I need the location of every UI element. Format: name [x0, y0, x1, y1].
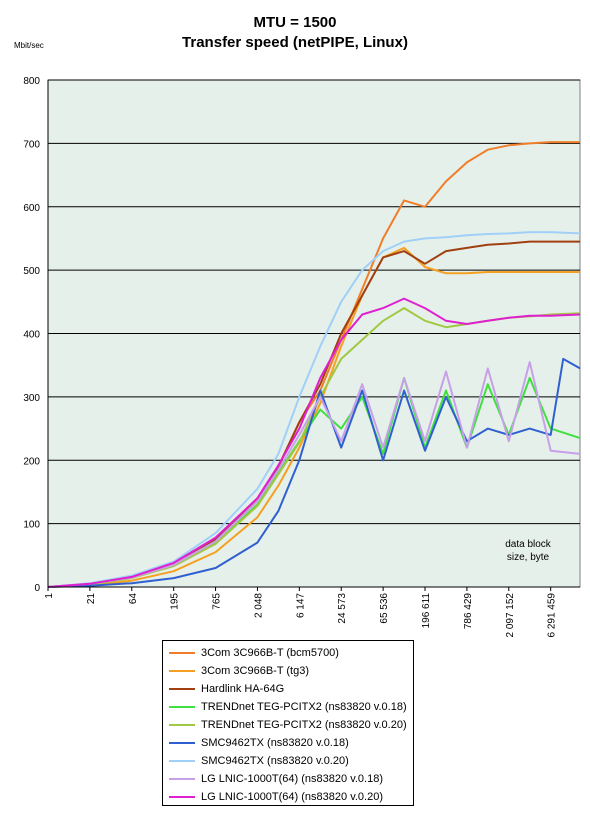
- y-tick-label: 800: [23, 76, 40, 87]
- y-tick-label: 400: [23, 330, 40, 341]
- legend-item: Hardlink HA-64G: [169, 680, 284, 698]
- series-line-6: [47, 357, 581, 588]
- legend-label: 3Com 3C966B-T (bcm5700): [201, 647, 339, 659]
- legend-swatch: [169, 778, 195, 780]
- legend-swatch: [169, 760, 195, 762]
- x-tick-label: 195: [170, 593, 181, 610]
- x-tick-label: 64: [128, 593, 139, 605]
- y-tick-label: 300: [23, 393, 40, 404]
- y-unit-label: Mbit/sec: [14, 41, 44, 50]
- chart-canvas: 0 100 200 300 400 500 600 700 800 1 21 64 195 765 2 04…: [23, 76, 581, 638]
- legend-label: Hardlink HA-64G: [201, 683, 285, 695]
- legend-swatch: [169, 742, 195, 744]
- legend-label: SMC9462TX (ns83820 v.0.20): [201, 755, 349, 767]
- y-tick-label: 600: [23, 203, 40, 214]
- chart-subtitle: Transfer speed (netPIPE, Linux): [182, 34, 408, 51]
- series-line-9: [47, 297, 581, 588]
- legend-label: 3Com 3C966B-T (tg3): [201, 665, 310, 677]
- legend: 3Com 3C966B-T (bcm5700) 3Com 3C966B-T (tg…: [162, 640, 414, 806]
- legend-item: SMC9462TX (ns83820 v.0.18): [169, 734, 349, 752]
- legend-item: 3Com 3C966B-T (tg3): [169, 662, 309, 680]
- x-tick-label: 786 429: [463, 593, 474, 630]
- legend-label: TRENDnet TEG-PCITX2 (ns83820 v.0.18): [201, 701, 407, 713]
- x-tick-label: 196 611: [421, 593, 432, 629]
- legend-item: LG LNIC-1000T(64) (ns83820 v.0.20): [169, 788, 383, 806]
- legend-item: TRENDnet TEG-PCITX2 (ns83820 v.0.18): [169, 698, 407, 716]
- y-tick-label: 200: [23, 456, 40, 467]
- x-tick-label: 2 048: [253, 593, 264, 618]
- series-line-7: [47, 231, 581, 588]
- legend-swatch: [169, 796, 195, 798]
- legend-label: LG LNIC-1000T(64) (ns83820 v.0.18): [201, 773, 383, 785]
- y-tick-label: 100: [23, 520, 40, 531]
- x-tick-label: 65 536: [379, 593, 390, 624]
- legend-swatch: [169, 706, 195, 708]
- x-tick-label: 1: [44, 593, 55, 599]
- legend-swatch: [169, 688, 195, 690]
- chart-title: MTU = 1500: [253, 14, 337, 31]
- series-line-8: [47, 361, 581, 588]
- x-tick-label: 2 097 152: [505, 593, 516, 638]
- legend-label: LG LNIC-1000T(64) (ns83820 v.0.20): [201, 791, 383, 803]
- legend-item: 3Com 3C966B-T (bcm5700): [169, 644, 339, 662]
- legend-label: SMC9462TX (ns83820 v.0.18): [201, 737, 349, 749]
- y-tick-label: 700: [23, 139, 40, 150]
- y-tick-label: 500: [23, 266, 40, 277]
- x-tick-label: 24 573: [337, 593, 348, 624]
- legend-swatch: [169, 670, 195, 672]
- legend-label: TRENDnet TEG-PCITX2 (ns83820 v.0.20): [201, 719, 407, 731]
- annotation-line-1: data block: [505, 539, 552, 550]
- annotation-line-2: size, byte: [507, 552, 550, 563]
- y-tick-label: 0: [34, 583, 40, 594]
- x-tick-label: 6 291 459: [547, 593, 558, 638]
- x-tick-label: 765: [212, 593, 223, 610]
- legend-item: TRENDnet TEG-PCITX2 (ns83820 v.0.20): [169, 716, 407, 734]
- legend-item: SMC9462TX (ns83820 v.0.20): [169, 752, 349, 770]
- legend-swatch: [169, 652, 195, 654]
- legend-item: LG LNIC-1000T(64) (ns83820 v.0.18): [169, 770, 383, 788]
- legend-swatch: [169, 724, 195, 726]
- x-tick-label: 21: [86, 593, 97, 605]
- x-tick-label: 6 147: [295, 593, 306, 618]
